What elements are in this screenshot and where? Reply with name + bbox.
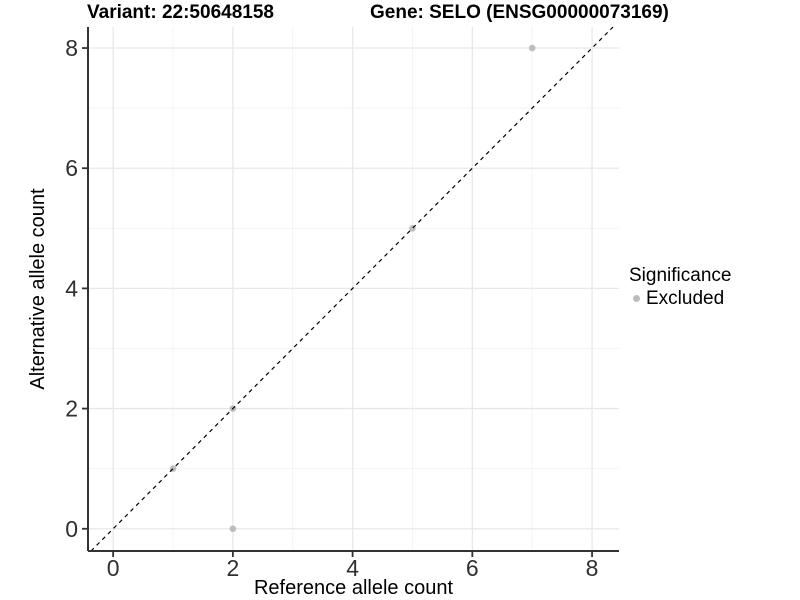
plot-title-variant: Variant: 22:50648158 bbox=[87, 2, 274, 23]
legend-title: Significance bbox=[629, 265, 732, 286]
legend-item-label: Excluded bbox=[646, 288, 725, 309]
plot-title-gene: Gene: SELO (ENSG00000073169) bbox=[370, 2, 669, 23]
x-tick-label: 4 bbox=[346, 555, 359, 581]
x-axis-title: Reference allele count bbox=[253, 577, 453, 599]
y-tick-label: 4 bbox=[65, 275, 78, 301]
data-point bbox=[229, 525, 237, 533]
x-tick-label: 8 bbox=[586, 555, 599, 581]
y-axis-title: Alternative allele count bbox=[27, 188, 49, 390]
y-tick-label: 2 bbox=[65, 396, 78, 422]
x-tick-label: 0 bbox=[107, 555, 120, 581]
x-tick-label: 6 bbox=[466, 555, 479, 581]
legend-item-excluded: Excluded bbox=[629, 287, 731, 310]
x-tick-label: 2 bbox=[226, 555, 239, 581]
y-tick-label: 6 bbox=[65, 155, 78, 181]
y-tick-label: 0 bbox=[65, 516, 78, 542]
identity-line bbox=[90, 26, 614, 552]
excluded-point-icon bbox=[633, 295, 640, 302]
data-point bbox=[528, 44, 536, 52]
legend: Significance Excluded bbox=[629, 264, 731, 310]
y-tick-label: 8 bbox=[65, 35, 78, 61]
